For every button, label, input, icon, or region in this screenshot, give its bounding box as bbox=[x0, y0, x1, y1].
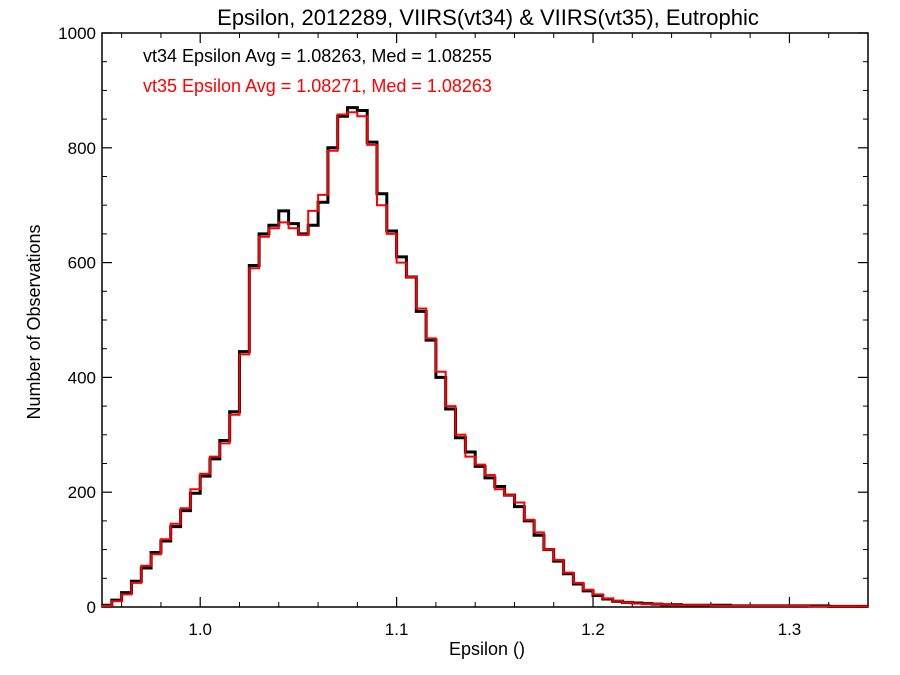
y-tick-label: 800 bbox=[68, 139, 96, 158]
y-tick-label: 0 bbox=[87, 598, 96, 617]
annotation-vt35: vt35 Epsilon Avg = 1.08271, Med = 1.0826… bbox=[143, 76, 492, 96]
x-tick-label: 1.2 bbox=[581, 620, 605, 639]
y-axis-label: Number of Observations bbox=[24, 224, 44, 419]
y-tick-label: 200 bbox=[68, 483, 96, 502]
chart-title: Epsilon, 2012289, VIIRS(vt34) & VIIRS(vt… bbox=[217, 5, 759, 30]
annotation-vt34: vt34 Epsilon Avg = 1.08263, Med = 1.0825… bbox=[143, 46, 492, 66]
y-tick-label: 400 bbox=[68, 368, 96, 387]
x-tick-label: 1.0 bbox=[188, 620, 212, 639]
y-tick-label: 600 bbox=[68, 254, 96, 273]
series-line-vt35 bbox=[102, 111, 868, 608]
plot-frame bbox=[101, 32, 869, 608]
series-line-vt34 bbox=[102, 106, 868, 608]
plot-area: 0 200 400 600 800 1000 1.0 1.1 1.2 1.3 bbox=[58, 24, 869, 639]
x-tick-label: 1.1 bbox=[385, 620, 409, 639]
y-tick-label: 1000 bbox=[58, 24, 96, 43]
x-axis-label: Epsilon () bbox=[449, 639, 525, 659]
x-tick-label: 1.3 bbox=[778, 620, 802, 639]
